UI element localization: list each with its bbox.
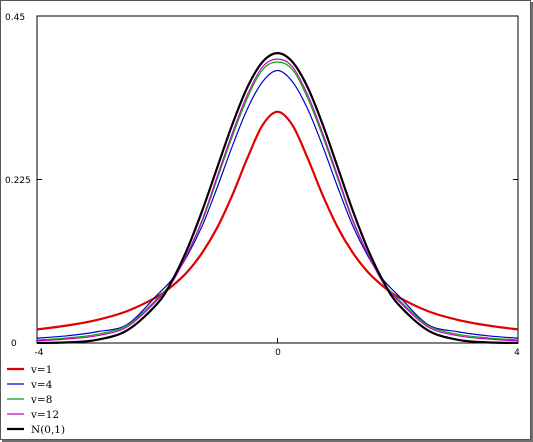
x-tick-label: -4 (35, 348, 44, 358)
y-tick-label: 0.225 (5, 176, 31, 186)
x-tick-label: 4 (514, 348, 520, 358)
legend-item: N(0,1) (7, 424, 65, 436)
series-line (36, 110, 519, 331)
legend-label: v=12 (30, 409, 59, 421)
x-tick-labels: -4 0 4 (35, 348, 521, 358)
series-line (36, 58, 519, 342)
legend-item: v=8 (7, 394, 52, 406)
series-lines (36, 52, 519, 345)
legend-label: v=4 (30, 379, 53, 391)
series-line (36, 69, 519, 339)
legend: v=1 v=4 v=8 v=12 N(0,1) (7, 364, 65, 436)
y-tick-labels: 0.45 0.225 0 (5, 13, 31, 349)
plot-frame (36, 15, 519, 344)
x-tick-label: 0 (275, 348, 281, 358)
legend-item: v=4 (7, 379, 53, 391)
legend-label: v=1 (30, 364, 52, 376)
legend-label: v=8 (30, 394, 52, 406)
legend-item: v=12 (7, 409, 59, 421)
plot-area (36, 15, 519, 345)
y-tick-label: 0.45 (5, 13, 25, 23)
y-tick-label: 0 (11, 339, 17, 349)
legend-label: N(0,1) (31, 424, 65, 436)
series-line (36, 61, 519, 341)
series-line (36, 52, 519, 345)
legend-item: v=1 (7, 364, 52, 376)
